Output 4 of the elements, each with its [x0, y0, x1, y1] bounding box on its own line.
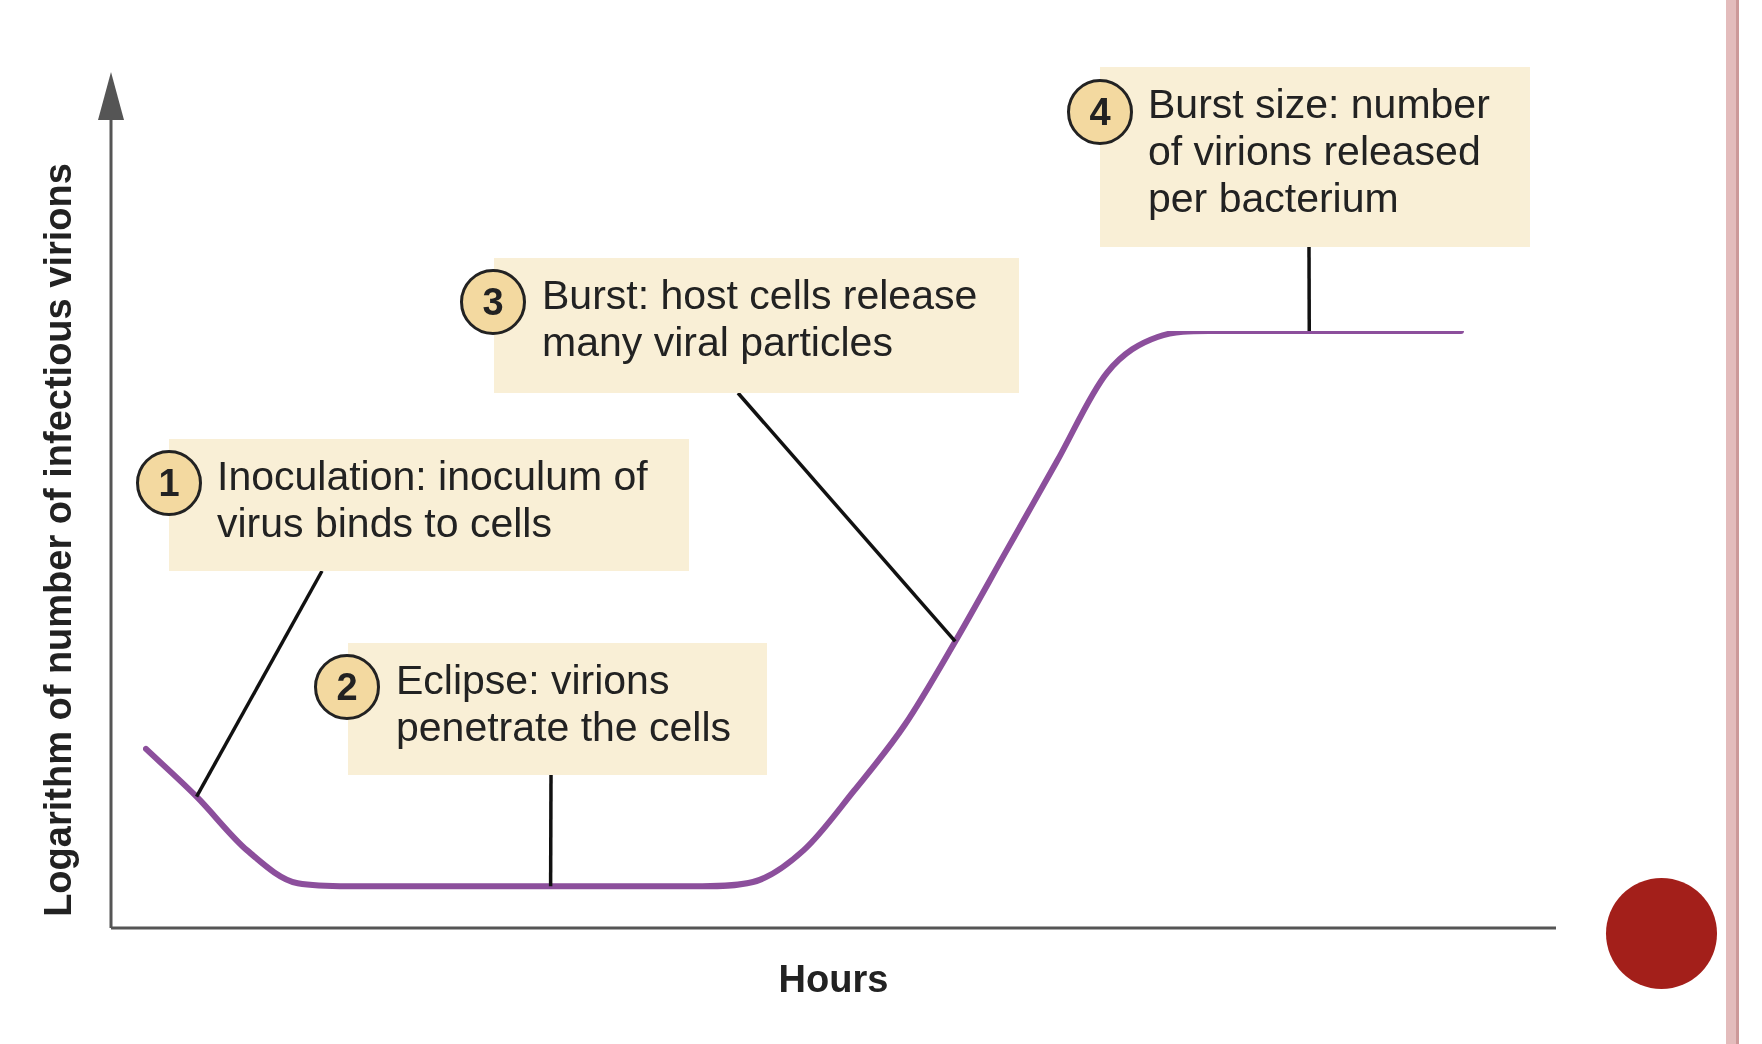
annotation: 1 [136, 450, 202, 516]
y-axis-title: Logarithm of number of infectious virions [36, 163, 80, 917]
x-axis-title: Hours [777, 958, 890, 1001]
text: 4 [1067, 79, 1133, 145]
